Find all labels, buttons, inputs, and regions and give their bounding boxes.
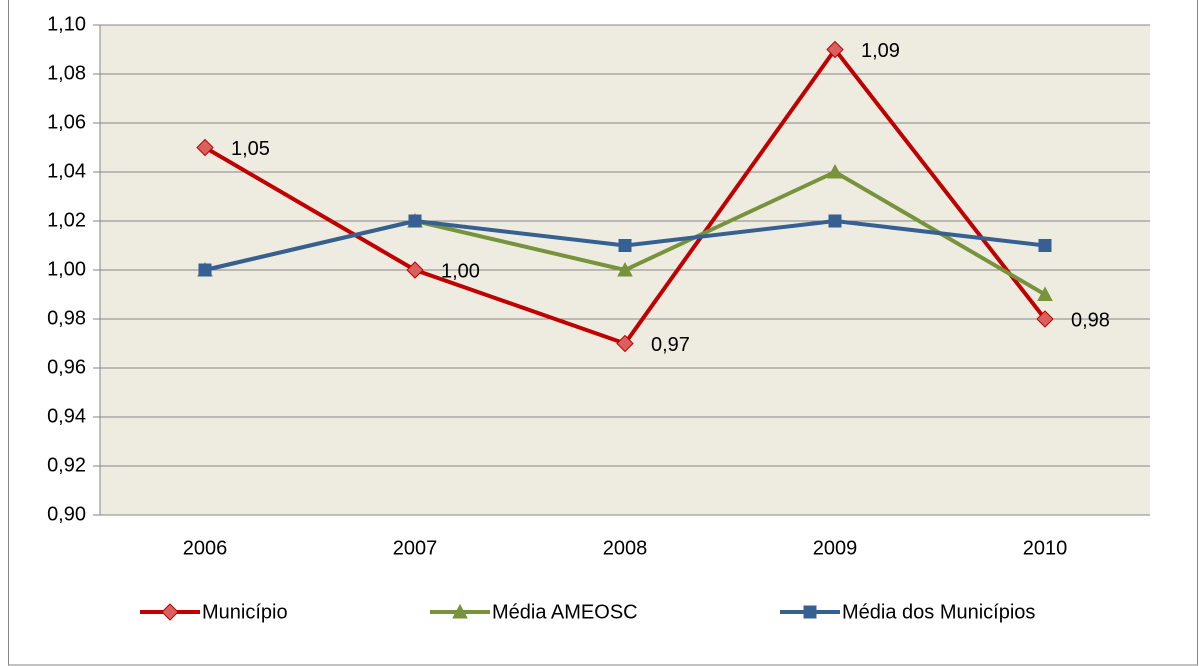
marker [828,214,842,228]
data-label: 1,05 [231,138,270,160]
legend-label: Município [202,601,288,623]
y-tick-label: 0,96 [47,356,86,378]
marker [408,214,422,228]
y-tick-label: 1,00 [47,258,86,280]
y-tick-label: 0,94 [47,405,86,427]
x-tick-label: 2006 [183,537,228,559]
marker [161,603,179,621]
legend-label: Média AMEOSC [492,601,638,623]
y-tick-label: 0,90 [47,503,86,525]
y-tick-label: 1,04 [47,160,86,182]
data-label: 0,98 [1071,309,1110,331]
marker [1037,286,1053,301]
data-label: 1,00 [441,260,480,282]
data-label: 1,09 [861,40,900,62]
marker [406,261,424,279]
y-tick-label: 0,98 [47,307,86,329]
marker [198,263,212,277]
y-tick-label: 1,08 [47,62,86,84]
data-label: 0,97 [651,334,690,356]
marker [803,605,817,619]
marker [1038,239,1052,252]
marker [618,239,632,252]
marker [616,334,634,353]
marker [827,163,843,179]
x-tick-label: 2010 [1023,537,1068,559]
marker [452,603,468,619]
marker [826,40,844,59]
x-tick-label: 2008 [603,537,648,559]
y-tick-label: 1,02 [47,209,86,231]
marker [617,261,633,277]
x-tick-label: 2007 [393,537,438,559]
marker [1036,310,1054,328]
y-tick-label: 0,92 [47,454,86,476]
marker [196,138,214,157]
y-tick-label: 1,06 [47,111,86,133]
x-tick-label: 2009 [813,537,858,559]
legend-label: Média dos Municípios [842,601,1035,623]
y-tick-label: 1,10 [47,13,86,35]
